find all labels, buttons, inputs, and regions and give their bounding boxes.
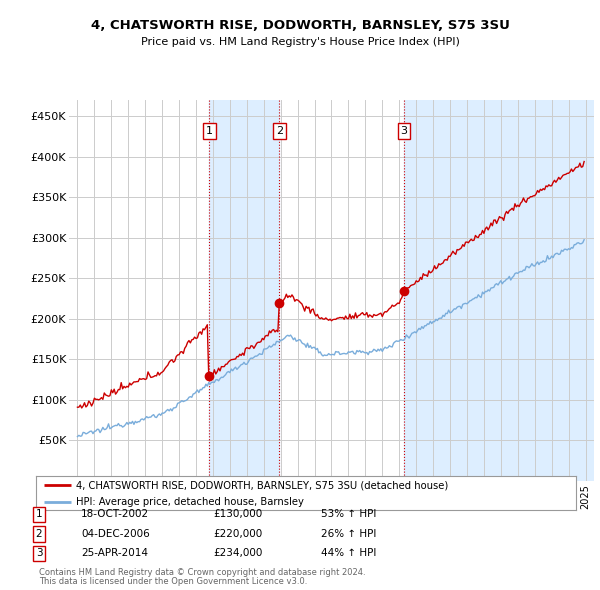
Text: 26% ↑ HPI: 26% ↑ HPI <box>321 529 376 539</box>
Text: 1: 1 <box>206 126 213 136</box>
Text: 4, CHATSWORTH RISE, DODWORTH, BARNSLEY, S75 3SU: 4, CHATSWORTH RISE, DODWORTH, BARNSLEY, … <box>91 19 509 32</box>
Text: 04-DEC-2006: 04-DEC-2006 <box>81 529 150 539</box>
Text: HPI: Average price, detached house, Barnsley: HPI: Average price, detached house, Barn… <box>77 497 304 507</box>
Text: £234,000: £234,000 <box>213 549 262 558</box>
Text: 44% ↑ HPI: 44% ↑ HPI <box>321 549 376 558</box>
Text: This data is licensed under the Open Government Licence v3.0.: This data is licensed under the Open Gov… <box>39 577 307 586</box>
Text: £220,000: £220,000 <box>213 529 262 539</box>
Text: Price paid vs. HM Land Registry's House Price Index (HPI): Price paid vs. HM Land Registry's House … <box>140 37 460 47</box>
Text: 3: 3 <box>35 549 43 558</box>
Text: 18-OCT-2002: 18-OCT-2002 <box>81 510 149 519</box>
Text: 2: 2 <box>35 529 43 539</box>
Text: 2: 2 <box>276 126 283 136</box>
Text: 4, CHATSWORTH RISE, DODWORTH, BARNSLEY, S75 3SU (detached house): 4, CHATSWORTH RISE, DODWORTH, BARNSLEY, … <box>77 480 449 490</box>
Text: £130,000: £130,000 <box>213 510 262 519</box>
Text: 3: 3 <box>401 126 407 136</box>
Bar <box>209 100 280 481</box>
Bar <box>404 100 594 481</box>
Text: 1: 1 <box>35 510 43 519</box>
Text: 25-APR-2014: 25-APR-2014 <box>81 549 148 558</box>
Text: 53% ↑ HPI: 53% ↑ HPI <box>321 510 376 519</box>
Text: Contains HM Land Registry data © Crown copyright and database right 2024.: Contains HM Land Registry data © Crown c… <box>39 568 365 577</box>
